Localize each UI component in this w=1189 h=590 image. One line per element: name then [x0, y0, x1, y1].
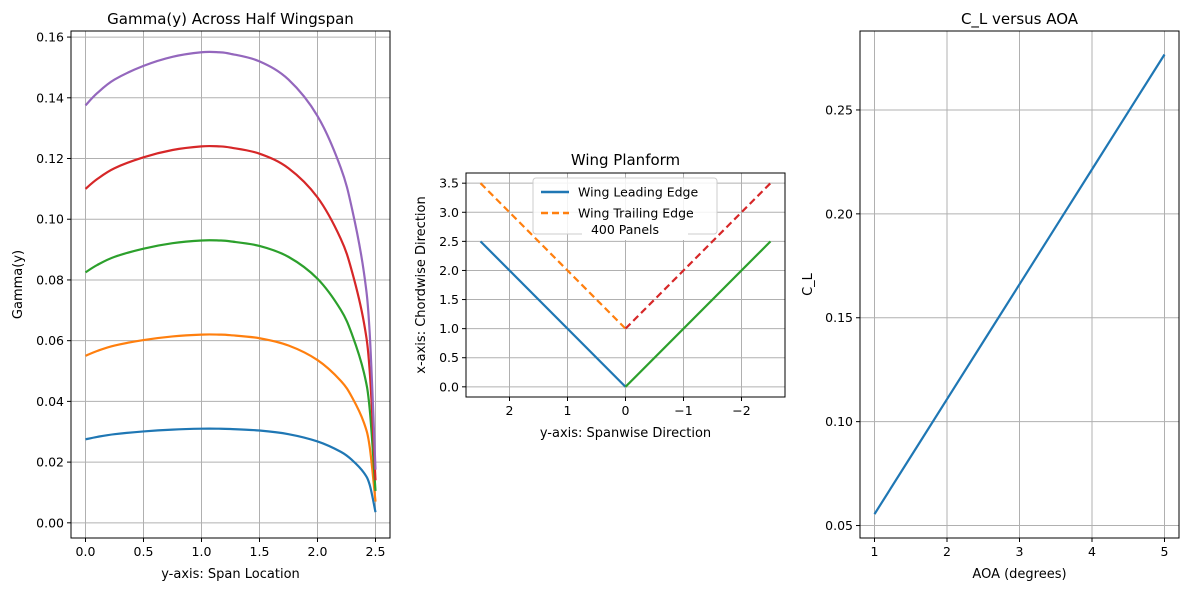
y-tick-label: 0.14: [36, 90, 64, 105]
x-tick-label: 4: [1088, 544, 1096, 559]
series-line-1: [873, 53, 1166, 515]
y-tick-label: 0.12: [36, 151, 64, 166]
y-tick-label: 0.15: [825, 310, 853, 325]
x-tick-label: 2: [943, 544, 951, 559]
x-tick-label: −2: [732, 403, 750, 418]
y-tick-label: 0.5: [439, 350, 459, 365]
series-line-3: [84, 239, 377, 492]
x-tick-label: 1.0: [192, 544, 212, 559]
panel-count-annotation: 400 Panels: [591, 222, 659, 237]
x-tick-label: −1: [674, 403, 692, 418]
y-tick-label: 3.0: [439, 205, 459, 220]
planform-y-axis-label: x-axis: Chordwise Direction: [414, 196, 429, 373]
y-tick-label: 0.25: [825, 102, 853, 117]
series-line-4: [84, 144, 377, 481]
x-tick-label: 1: [564, 403, 572, 418]
y-tick-label: 0.08: [36, 272, 64, 287]
annotation-background: [582, 220, 688, 240]
y-tick-label: 0.10: [825, 414, 853, 429]
gamma-plot-frame: [70, 30, 391, 539]
x-tick-label: 3: [1016, 544, 1024, 559]
y-tick-label: 3.5: [439, 176, 459, 191]
planform-chart-title: Wing Planform: [571, 151, 680, 169]
gamma-y-axis-label: Gamma(y): [11, 250, 26, 319]
series-line-3: [624, 240, 772, 388]
cl-x-axis-label: AOA (degrees): [972, 567, 1066, 582]
gamma-chart-title: Gamma(y) Across Half Wingspan: [107, 10, 354, 28]
y-tick-label: 0.05: [825, 518, 853, 533]
series-line-2: [479, 182, 627, 330]
series-line-5: [84, 50, 377, 470]
y-tick-label: 2.0: [439, 263, 459, 278]
y-tick-label: 0.16: [36, 30, 64, 45]
x-tick-label: 0.0: [76, 544, 96, 559]
y-tick-label: 2.5: [439, 234, 459, 249]
y-tick-label: 1.0: [439, 321, 459, 336]
series-line-4: [624, 182, 772, 330]
y-tick-label: 0.20: [825, 206, 853, 221]
series-line-1: [85, 427, 377, 513]
y-tick-label: 0.10: [36, 212, 64, 227]
x-tick-label: 2.5: [366, 544, 386, 559]
x-tick-label: 2.0: [308, 544, 328, 559]
y-tick-label: 0.02: [36, 455, 64, 470]
y-tick-label: 0.0: [439, 379, 459, 394]
x-tick-label: 1: [871, 544, 879, 559]
x-tick-label: 1.5: [250, 544, 270, 559]
legend-label-leading-edge: Wing Leading Edge: [578, 185, 698, 200]
cl-chart: 1 2 3 4 5 0.05 0.10 0.15 0.20 0.25 C_L versus AOA…: [801, 10, 1180, 582]
y-tick-label: 1.5: [439, 292, 459, 307]
legend-label-trailing-edge: Wing Trailing Edge: [578, 206, 694, 221]
planform-x-axis-label: y-axis: Spanwise Direction: [540, 426, 711, 441]
series-line-1: [479, 240, 627, 388]
gamma-chart: 0.0 0.5 1.0 1.5 2.0 2.5 0.00 0.02 0.04 0.06 0.08 0.…: [11, 10, 391, 582]
cl-y-axis-label: C_L: [801, 272, 816, 296]
planform-chart: 2 1 0 −1 −2 0.0 0.5 1.0 1.5 2.0 2.5 3.0 3.5 Wing Pla…: [414, 151, 786, 441]
gamma-x-axis-label: y-axis: Span Location: [161, 567, 300, 582]
x-tick-label: 2: [506, 403, 514, 418]
y-tick-label: 0.00: [36, 515, 64, 530]
planform-legend: Wing Leading Edge Wing Trailing Edge: [532, 177, 718, 235]
y-tick-label: 0.06: [36, 333, 64, 348]
x-tick-label: 0.5: [134, 544, 154, 559]
series-line-2: [85, 333, 377, 502]
cl-chart-title: C_L versus AOA: [961, 10, 1079, 29]
x-tick-label: 0: [622, 403, 630, 418]
y-tick-label: 0.04: [36, 394, 64, 409]
x-tick-label: 5: [1161, 544, 1169, 559]
